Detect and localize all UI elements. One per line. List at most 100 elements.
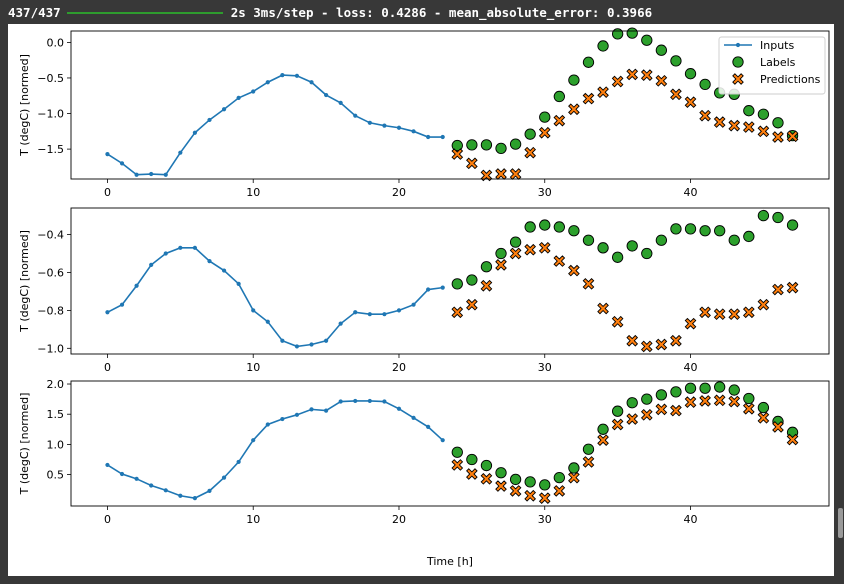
input-point bbox=[134, 476, 139, 481]
x-tick-label: 20 bbox=[392, 513, 406, 526]
prediction-point bbox=[451, 306, 464, 319]
label-point bbox=[495, 142, 507, 155]
label-point bbox=[597, 242, 609, 254]
input-point bbox=[294, 73, 300, 78]
label-point bbox=[611, 251, 624, 263]
label-point bbox=[568, 225, 580, 237]
input-point bbox=[119, 302, 125, 307]
input-point bbox=[367, 312, 372, 317]
input-point bbox=[382, 399, 387, 404]
prediction-point bbox=[713, 116, 726, 128]
y-tick-label: −0.5 bbox=[37, 72, 64, 85]
prediction-point bbox=[568, 471, 580, 484]
prediction-point bbox=[772, 131, 784, 143]
legend-entry-label: Labels bbox=[760, 56, 796, 69]
progress-counter: 437/437 bbox=[8, 5, 61, 20]
input-point bbox=[382, 123, 387, 128]
prediction-point bbox=[670, 404, 682, 417]
label-point bbox=[684, 223, 697, 235]
input-point bbox=[163, 251, 168, 256]
prediction-point bbox=[451, 148, 464, 160]
subplot-2: −0.4 −0.6 −0.8 −1.0 0 10 20 30 40 T (degC) [norme… bbox=[18, 207, 830, 374]
input-point bbox=[207, 488, 212, 494]
y-tick-label: 1.0 bbox=[47, 438, 65, 451]
input-point bbox=[323, 92, 329, 98]
x-tick-label: 20 bbox=[392, 361, 406, 374]
label-point bbox=[655, 389, 668, 401]
input-point bbox=[294, 344, 300, 349]
input-point bbox=[251, 308, 256, 313]
input-point bbox=[134, 283, 139, 288]
prediction-point bbox=[655, 338, 668, 351]
prediction-point bbox=[582, 92, 595, 105]
prediction-point bbox=[655, 403, 668, 416]
prediction-point bbox=[699, 306, 711, 319]
label-point bbox=[641, 34, 653, 46]
label-point bbox=[699, 382, 711, 394]
label-point bbox=[655, 234, 668, 246]
prediction-point bbox=[538, 492, 551, 504]
legend-entry-label: Inputs bbox=[760, 39, 794, 52]
prediction-point bbox=[728, 395, 741, 408]
prediction-point bbox=[466, 157, 478, 170]
label-point bbox=[626, 397, 638, 409]
input-point bbox=[353, 310, 358, 315]
prediction-point bbox=[699, 395, 711, 407]
input-point bbox=[192, 130, 198, 135]
input-point bbox=[396, 308, 402, 313]
input-point bbox=[192, 245, 198, 250]
input-point bbox=[178, 245, 183, 250]
prediction-point bbox=[524, 243, 537, 256]
label-point bbox=[539, 111, 551, 123]
input-point bbox=[149, 483, 154, 488]
output-scrollbar[interactable] bbox=[838, 508, 843, 538]
input-point bbox=[105, 462, 110, 468]
prediction-point bbox=[786, 281, 799, 294]
input-point bbox=[280, 416, 285, 422]
input-point bbox=[426, 134, 431, 140]
axes-frame bbox=[70, 207, 830, 355]
label-point bbox=[611, 405, 624, 417]
prediction-point bbox=[538, 241, 551, 254]
label-point bbox=[757, 108, 770, 120]
input-point bbox=[411, 129, 416, 134]
prediction-point bbox=[480, 279, 493, 292]
label-point bbox=[509, 473, 522, 486]
input-point bbox=[105, 310, 110, 315]
prediction-point bbox=[451, 459, 464, 471]
input-point bbox=[192, 496, 198, 501]
input-point bbox=[440, 285, 445, 290]
legend-labels-swatch bbox=[732, 56, 744, 68]
prediction-point bbox=[684, 96, 697, 108]
prediction-point bbox=[466, 298, 478, 311]
prediction-point bbox=[509, 168, 522, 180]
label-point bbox=[451, 139, 463, 152]
prediction-point bbox=[597, 86, 609, 99]
label-point bbox=[524, 221, 536, 233]
prediction-point bbox=[553, 485, 566, 497]
input-point bbox=[221, 475, 227, 480]
input-point bbox=[251, 89, 256, 94]
input-point bbox=[119, 471, 125, 477]
label-point bbox=[699, 225, 711, 237]
input-point bbox=[309, 80, 314, 85]
label-point bbox=[626, 27, 638, 39]
input-point bbox=[338, 321, 343, 326]
label-point bbox=[626, 240, 638, 252]
label-point bbox=[699, 78, 711, 91]
label-point bbox=[641, 393, 653, 405]
legend: Inputs Labels Predictions bbox=[718, 36, 826, 95]
input-point bbox=[265, 319, 270, 324]
prediction-point bbox=[742, 402, 755, 415]
label-point bbox=[539, 479, 551, 491]
label-point bbox=[728, 234, 740, 246]
prediction-point bbox=[742, 121, 755, 133]
prediction-point bbox=[626, 413, 639, 425]
inputs-line bbox=[107, 247, 443, 348]
label-point bbox=[670, 55, 682, 67]
y-tick-label: 2.0 bbox=[47, 378, 65, 391]
label-point bbox=[743, 105, 755, 117]
prediction-point bbox=[480, 169, 493, 182]
input-point bbox=[251, 438, 256, 443]
prediction-point bbox=[713, 394, 726, 407]
